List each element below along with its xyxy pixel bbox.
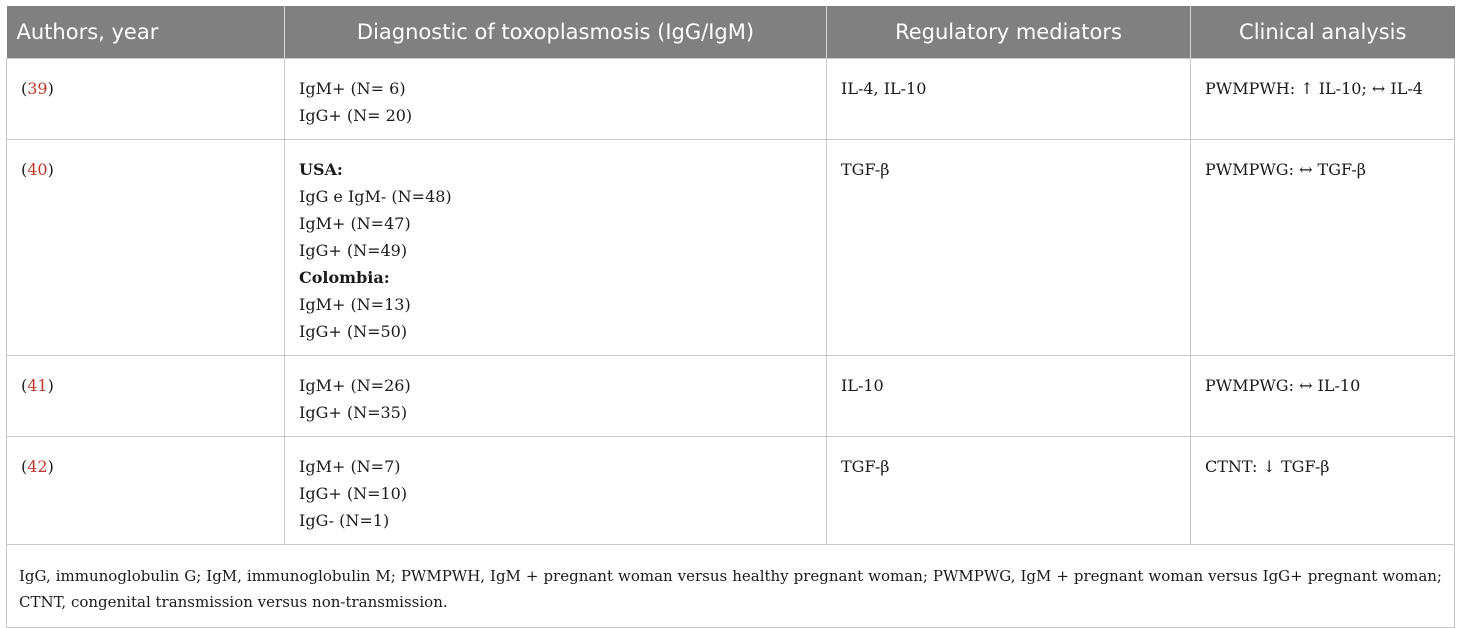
table-row: (39) IgM+ (N= 6) IgG+ (N= 20) IL-4, IL-10 PW… xyxy=(6,58,1455,140)
cell-diagnostic: IgM+ (N= 6) IgG+ (N= 20) xyxy=(284,58,827,140)
cell-regulatory-mediators: TGF-β xyxy=(826,139,1191,356)
table-row: (41) IgM+ (N=26) IgG+ (N=35) IL-10 PWMPWG: ↔… xyxy=(6,355,1455,437)
header-diagnostic: Diagnostic of toxoplasmosis (IgG/IgM) xyxy=(284,6,827,59)
diagnostic-line: IgG+ (N=10) xyxy=(299,484,408,503)
diagnostic-line: IgG+ (N=50) xyxy=(299,322,408,341)
table-header: Authors, year Diagnostic of toxoplasmosi… xyxy=(6,6,1455,59)
ref-paren-close: ) xyxy=(47,376,54,395)
diagnostic-line: IgG+ (N= 20) xyxy=(299,106,413,125)
reference-link[interactable]: 39 xyxy=(27,79,48,98)
ref-paren-open: ( xyxy=(21,376,28,395)
cell-clinical-analysis: PWMPWG: ↔ IL-10 xyxy=(1190,355,1455,437)
cell-reference: (39) xyxy=(6,58,285,140)
cell-reference: (41) xyxy=(6,355,285,437)
cell-diagnostic: IgM+ (N=7) IgG+ (N=10) IgG- (N=1) xyxy=(284,436,827,545)
cell-regulatory-mediators: IL-4, IL-10 xyxy=(826,58,1191,140)
diagnostic-line: IgM+ (N= 6) xyxy=(299,79,406,98)
cell-regulatory-mediators: TGF-β xyxy=(826,436,1191,545)
table-body: (39) IgM+ (N= 6) IgG+ (N= 20) IL-4, IL-10 PW… xyxy=(6,58,1455,545)
cell-reference: (42) xyxy=(6,436,285,545)
ref-paren-open: ( xyxy=(21,79,28,98)
reference-link[interactable]: 40 xyxy=(27,160,48,179)
cell-clinical-analysis: CTNT: ↓ TGF-β xyxy=(1190,436,1455,545)
cell-diagnostic: IgM+ (N=26) IgG+ (N=35) xyxy=(284,355,827,437)
cell-clinical-analysis: PWMPWG: ↔ TGF-β xyxy=(1190,139,1455,356)
reference-link[interactable]: 41 xyxy=(27,376,48,395)
header-row: Authors, year Diagnostic of toxoplasmosi… xyxy=(6,6,1455,59)
diagnostic-line: IgM+ (N=26) xyxy=(299,376,411,395)
data-table: Authors, year Diagnostic of toxoplasmosi… xyxy=(6,6,1455,628)
diagnostic-line: IgM+ (N=13) xyxy=(299,295,411,314)
table-row: (42) IgM+ (N=7) IgG+ (N=10) IgG- (N=1) TGF-β… xyxy=(6,436,1455,545)
header-clinical-analysis: Clinical analysis xyxy=(1190,6,1455,59)
diagnostic-line: IgG+ (N=35) xyxy=(299,403,408,422)
table-container: Authors, year Diagnostic of toxoplasmosi… xyxy=(6,6,1455,628)
ref-paren-open: ( xyxy=(21,160,28,179)
footnote: IgG, immunoglobulin G; IgM, immunoglobul… xyxy=(6,544,1455,628)
diagnostic-line: IgG+ (N=49) xyxy=(299,241,408,260)
cell-reference: (40) xyxy=(6,139,285,356)
diagnostic-line: IgG- (N=1) xyxy=(299,511,390,530)
diagnostic-group-label: USA: xyxy=(299,160,343,179)
reference-link[interactable]: 42 xyxy=(27,457,48,476)
diagnostic-line: IgM+ (N=47) xyxy=(299,214,411,233)
diagnostic-line: IgG e IgM- (N=48) xyxy=(299,187,452,206)
ref-paren-close: ) xyxy=(47,79,54,98)
cell-clinical-analysis: PWMPWH: ↑ IL-10; ↔ IL-4 xyxy=(1190,58,1455,140)
header-regulatory-mediators: Regulatory mediators xyxy=(826,6,1191,59)
cell-regulatory-mediators: IL-10 xyxy=(826,355,1191,437)
diagnostic-line: IgM+ (N=7) xyxy=(299,457,401,476)
ref-paren-open: ( xyxy=(21,457,28,476)
header-authors-year: Authors, year xyxy=(6,6,285,59)
table-row: (40) USA: IgG e IgM- (N=48) IgM+ (N=47) IgG+… xyxy=(6,139,1455,356)
footnote-row: IgG, immunoglobulin G; IgM, immunoglobul… xyxy=(6,544,1455,628)
cell-diagnostic: USA: IgG e IgM- (N=48) IgM+ (N=47) IgG+ (N=… xyxy=(284,139,827,356)
ref-paren-close: ) xyxy=(47,160,54,179)
ref-paren-close: ) xyxy=(47,457,54,476)
table-footer: IgG, immunoglobulin G; IgM, immunoglobul… xyxy=(6,544,1455,628)
diagnostic-group-label: Colombia: xyxy=(299,268,390,287)
